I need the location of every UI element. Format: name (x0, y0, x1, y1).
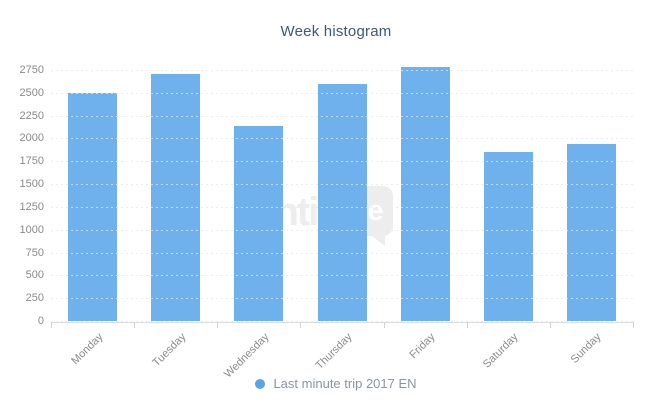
x-axis-tick (383, 322, 385, 328)
y-tick-label: 2250 (19, 109, 44, 122)
x-axis-tick (549, 322, 551, 328)
watermark-logo-tail-icon (369, 234, 386, 246)
x-tick-label: Monday (68, 331, 106, 368)
y-tick-label: 1500 (19, 178, 44, 191)
gridline-overlay (51, 161, 633, 163)
y-tick-label: 250 (25, 292, 44, 305)
x-tick-label: Wednesday (221, 331, 272, 381)
gridline-overlay (51, 138, 633, 140)
y-tick-label: 1750 (19, 155, 44, 168)
x-axis-tick (300, 322, 302, 328)
y-tick-label: 2750 (19, 64, 44, 76)
y-tick-label: 2000 (19, 132, 44, 145)
gridline-overlay (51, 275, 633, 277)
gridline-overlay (51, 206, 633, 208)
gridline-overlay (51, 184, 633, 186)
x-tick-label: Thursday (313, 331, 355, 372)
x-axis-tick (51, 322, 52, 328)
legend-item[interactable]: Last minute trip 2017 EN (0, 376, 672, 391)
x-axis-tick (134, 322, 136, 328)
legend-dot-icon (255, 378, 266, 389)
x-axis-tick (633, 322, 634, 328)
bar-wednesday[interactable] (234, 125, 284, 321)
legend-label: Last minute trip 2017 EN (273, 376, 417, 391)
bar-saturday[interactable] (483, 152, 533, 321)
gridline-overlay (51, 252, 633, 254)
bar-thursday[interactable] (317, 83, 367, 321)
y-tick-label: 0 (37, 315, 44, 327)
x-axis-line (51, 322, 634, 323)
y-tick-label: 500 (25, 269, 44, 282)
x-tick-label: Saturday (481, 331, 521, 371)
gridline-overlay (51, 298, 633, 300)
y-tick-label: 2500 (19, 86, 44, 99)
gridline-overlay (51, 70, 633, 71)
y-tick-label: 750 (25, 246, 44, 259)
x-axis-tick (466, 322, 468, 328)
bar-tuesday[interactable] (151, 73, 201, 321)
gridline-overlay (51, 115, 633, 117)
x-axis-tick (217, 322, 219, 328)
y-tick-label: 1250 (19, 200, 44, 213)
bar-friday[interactable] (400, 67, 450, 321)
x-tick-label: Tuesday (150, 331, 189, 370)
x-tick-label: Friday (407, 331, 438, 362)
y-tick-label: 1000 (19, 223, 44, 236)
bar-monday[interactable] (68, 92, 118, 321)
gridline-overlay (51, 321, 633, 322)
x-tick-label: Sunday (569, 331, 604, 366)
gridline-overlay (51, 92, 633, 94)
chart-title: Week histogram (280, 23, 392, 40)
bar-sunday[interactable] (566, 143, 616, 321)
gridline-overlay (51, 229, 633, 231)
